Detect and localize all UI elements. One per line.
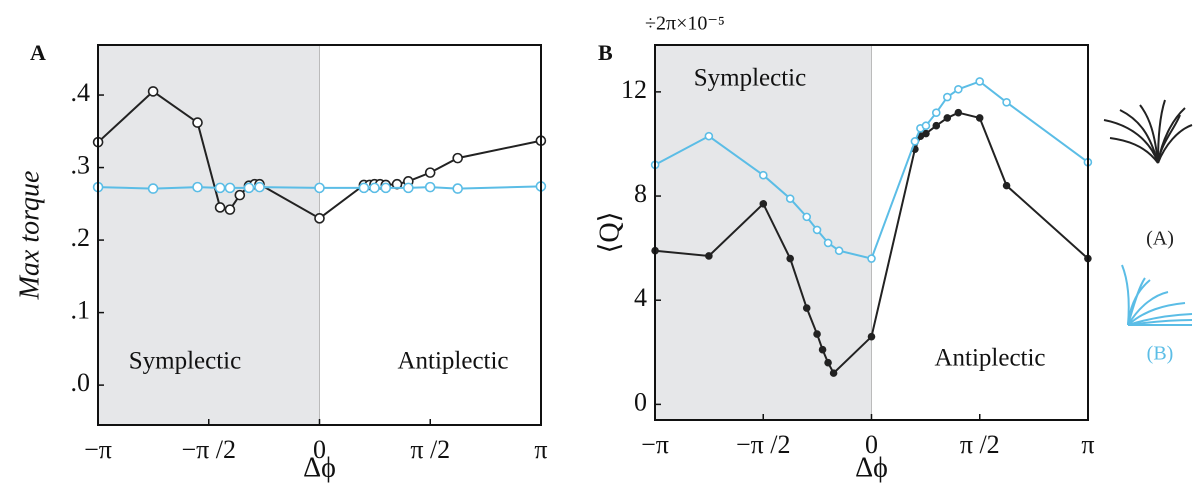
x-tick-label: −π xyxy=(641,430,669,459)
y-tick-label: .0 xyxy=(71,368,91,397)
data-point xyxy=(943,114,952,122)
data-point xyxy=(922,129,930,138)
panel-label: A xyxy=(30,40,46,65)
data-point xyxy=(214,182,226,194)
data-point xyxy=(812,225,822,235)
annotation: Antiplectic xyxy=(934,345,1045,372)
data-point xyxy=(403,182,414,194)
data-point xyxy=(380,182,392,194)
x-tick-label: π xyxy=(1081,430,1094,459)
x-tick-label: −π xyxy=(84,435,112,464)
legend-label: (B) xyxy=(1147,343,1174,365)
y-tick-label: 12 xyxy=(621,75,647,104)
data-point xyxy=(452,183,463,194)
x-tick-label: 0 xyxy=(313,435,326,464)
data-point xyxy=(802,212,812,222)
y-axis-label: ⟨Q⟩ xyxy=(594,211,625,253)
data-point xyxy=(314,182,325,194)
data-point xyxy=(234,189,246,201)
data-point xyxy=(975,77,984,86)
data-point xyxy=(192,181,203,193)
legend-icon-b xyxy=(1121,264,1193,326)
x-tick-label: −π /2 xyxy=(181,435,236,464)
data-point xyxy=(932,121,941,130)
data-point xyxy=(243,182,255,194)
data-point xyxy=(954,108,963,117)
data-point xyxy=(705,252,713,260)
y-axis-label: Max torque xyxy=(14,171,45,301)
data-point xyxy=(759,170,768,180)
data-point xyxy=(824,358,832,367)
data-point xyxy=(424,181,436,193)
data-point xyxy=(813,330,821,338)
data-point xyxy=(704,131,714,141)
data-point xyxy=(786,254,794,263)
shaded-region xyxy=(655,45,872,420)
data-point xyxy=(785,194,795,203)
y-multiplier: ÷2π×10⁻⁵ xyxy=(645,13,725,35)
x-tick-label: π xyxy=(534,435,547,464)
y-tick-label: .4 xyxy=(71,78,91,107)
annotation: Antiplectic xyxy=(397,348,508,375)
data-point xyxy=(358,182,370,194)
y-tick-label: .1 xyxy=(71,296,91,325)
y-tick-label: 4 xyxy=(634,283,647,312)
x-tick-label: 0 xyxy=(865,430,878,459)
data-point xyxy=(867,254,876,263)
legend-icon-a xyxy=(1103,99,1193,164)
legend-label: (A) xyxy=(1146,228,1174,250)
data-point xyxy=(802,304,811,312)
data-point xyxy=(314,213,325,224)
data-point xyxy=(424,167,436,178)
data-point xyxy=(759,200,768,208)
annotation: Symplectic xyxy=(694,65,806,92)
data-point xyxy=(823,238,833,248)
x-tick-label: π /2 xyxy=(410,435,450,464)
data-point xyxy=(224,182,236,194)
data-point xyxy=(954,84,963,94)
x-axis-label: Δϕ xyxy=(855,452,888,483)
data-point xyxy=(214,202,226,213)
y-tick-label: .3 xyxy=(71,151,91,180)
data-point xyxy=(1002,97,1011,107)
data-point xyxy=(1002,181,1011,190)
x-tick-label: π /2 xyxy=(960,430,1000,459)
data-point xyxy=(910,137,920,146)
data-point xyxy=(369,182,380,194)
data-point xyxy=(147,86,159,97)
data-point xyxy=(829,369,838,377)
panel-label: B xyxy=(598,40,613,65)
data-point xyxy=(943,92,952,102)
data-point xyxy=(192,117,203,128)
data-point xyxy=(818,345,827,354)
data-point xyxy=(834,246,844,256)
data-point xyxy=(254,181,265,193)
data-point xyxy=(921,121,931,131)
data-point xyxy=(867,332,876,341)
x-axis-label: Δϕ xyxy=(303,452,336,483)
y-tick-label: .2 xyxy=(71,223,91,252)
data-point xyxy=(452,152,463,164)
data-point xyxy=(224,204,236,215)
data-point xyxy=(931,108,941,118)
y-tick-label: 0 xyxy=(634,387,647,416)
y-tick-label: 8 xyxy=(634,179,647,208)
data-point xyxy=(975,114,984,122)
x-tick-label: −π /2 xyxy=(736,430,791,459)
annotation: Symplectic xyxy=(129,348,241,375)
data-point xyxy=(147,183,159,194)
